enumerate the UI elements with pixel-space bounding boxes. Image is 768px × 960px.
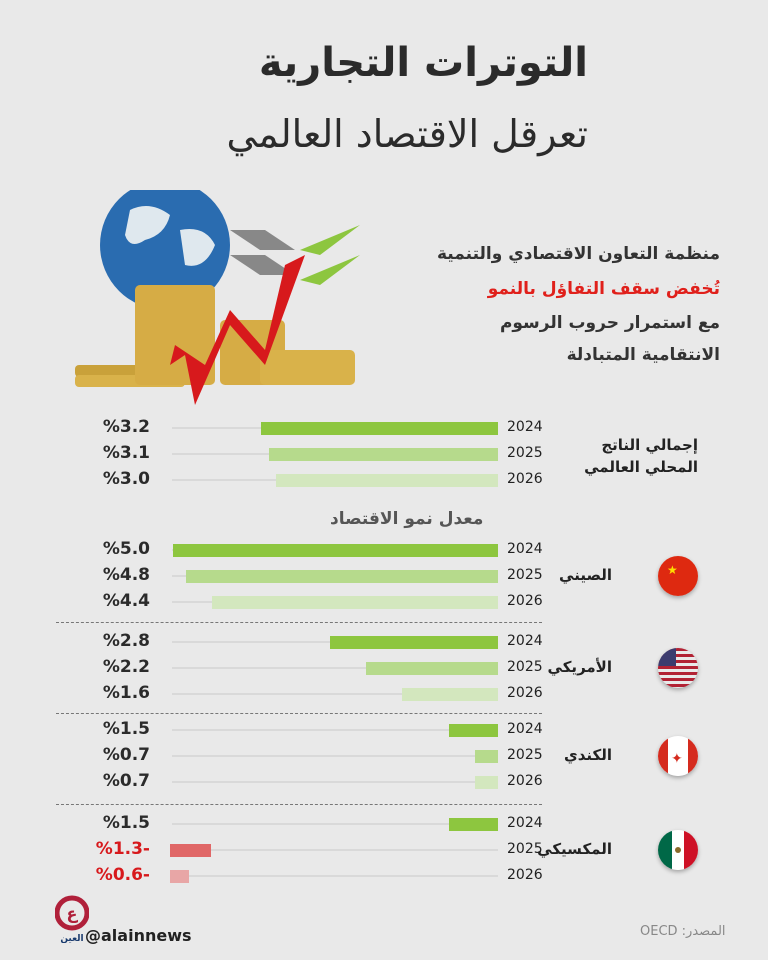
bar-2025	[474, 750, 498, 763]
country-label: الصيني	[559, 566, 612, 584]
year-label: 2026	[507, 685, 543, 701]
year-label: 2026	[507, 867, 543, 883]
bar-track	[172, 849, 498, 851]
year-label: 2026	[507, 773, 543, 789]
subtitle-line-2: تُخفض سقف التفاؤل بالنمو	[487, 279, 720, 299]
svg-text:ع: ع	[67, 904, 79, 923]
bar-track	[172, 693, 498, 695]
value-label: %3.0	[102, 469, 150, 489]
bar-2026	[276, 474, 498, 487]
bar-2025	[186, 570, 498, 583]
country-label: الأمريكي	[547, 658, 612, 676]
down-arrow-icon	[170, 255, 305, 405]
bar-track	[172, 875, 498, 877]
title-line-1: التوترات التجارية	[258, 40, 588, 86]
subtitle-line-3: مع استمرار حروب الرسوم	[499, 313, 720, 333]
bar-2025	[268, 448, 498, 461]
title-line-2: تعرقل الاقتصاد العالمي	[226, 112, 588, 156]
bar-track	[172, 781, 498, 783]
value-label: %0.6-	[95, 865, 150, 885]
china-flag: ★	[658, 556, 698, 596]
value-label: %2.2	[102, 657, 150, 677]
value-label: %1.3-	[95, 839, 150, 859]
year-label: 2024	[507, 633, 543, 649]
value-label: %1.5	[102, 813, 150, 833]
bar-track	[172, 823, 498, 825]
coins-icon	[75, 285, 355, 387]
subtitle-line-4: الانتقامية المتبادلة	[566, 345, 720, 365]
year-label: 2026	[507, 471, 543, 487]
year-label: 2025	[507, 659, 543, 675]
bar-2024	[261, 422, 498, 435]
group-label: إجمالي الناتج المحلي العالمي	[584, 436, 698, 476]
bar-2026	[402, 688, 498, 701]
svg-text:✦: ✦	[671, 751, 683, 767]
mexico-flag	[658, 830, 698, 870]
subtitle-line-1: منظمة التعاون الاقتصادي والتنمية	[437, 244, 720, 264]
year-label: 2024	[507, 541, 543, 557]
value-label: %3.1	[102, 443, 150, 463]
value-label: %0.7	[102, 745, 150, 765]
value-label: %0.7	[102, 771, 150, 791]
year-label: 2025	[507, 747, 543, 763]
alain-logo: ع العين	[55, 895, 89, 943]
value-label: %1.5	[102, 719, 150, 739]
source-note: المصدر: OECD	[640, 924, 726, 939]
value-label: %1.6	[102, 683, 150, 703]
chart-heading: معدل نمو الاقتصاد	[330, 509, 484, 529]
value-label: %2.8	[102, 631, 150, 651]
bar-2026	[212, 596, 498, 609]
section-divider	[56, 804, 542, 805]
usa-flag	[658, 648, 698, 688]
value-label: %5.0	[102, 539, 150, 559]
bar-track	[172, 729, 498, 731]
bar-2024	[173, 544, 498, 557]
bar-2024	[448, 818, 498, 831]
bar-2026	[474, 776, 498, 789]
year-label: 2024	[507, 815, 543, 831]
value-label: %3.2	[102, 417, 150, 437]
section-divider	[56, 622, 542, 623]
globe-coins-arrow-illustration	[75, 190, 360, 405]
section-divider	[56, 713, 542, 714]
social-handle: @alainnews	[85, 926, 192, 945]
year-label: 2025	[507, 445, 543, 461]
bar-2025	[366, 662, 498, 675]
value-label: %4.4	[102, 591, 150, 611]
year-label: 2024	[507, 419, 543, 435]
canada-flag: ✦	[658, 736, 698, 776]
bar-2024	[330, 636, 498, 649]
bar-2025	[170, 844, 211, 857]
country-label: الكندي	[563, 746, 612, 764]
bar-track	[172, 755, 498, 757]
svg-text:العين: العين	[60, 934, 83, 943]
bar-2026	[170, 870, 189, 883]
year-label: 2025	[507, 567, 543, 583]
svg-text:★: ★	[667, 563, 678, 577]
value-label: %4.8	[102, 565, 150, 585]
year-label: 2026	[507, 593, 543, 609]
year-label: 2025	[507, 841, 543, 857]
year-label: 2024	[507, 721, 543, 737]
country-label: المكسيكي	[537, 840, 612, 858]
bar-2024	[448, 724, 498, 737]
bar-track	[172, 667, 498, 669]
